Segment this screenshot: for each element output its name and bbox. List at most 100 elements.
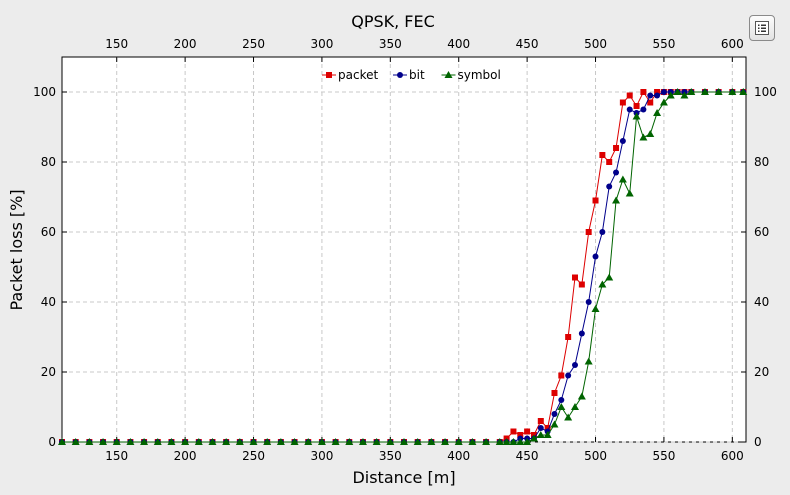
data-point-symbol [304, 438, 313, 445]
data-point-packet [606, 159, 613, 165]
data-point-symbol [550, 420, 559, 428]
data-point-packet [592, 197, 599, 204]
x-tick-label: 550 [652, 449, 675, 463]
data-point-symbol [591, 305, 600, 312]
legend-marker [444, 71, 453, 78]
x-tick-label-top: 300 [310, 37, 333, 51]
y-tick-label: 0 [48, 435, 56, 449]
data-point-bit [606, 183, 613, 190]
chart-menu-button[interactable] [749, 15, 775, 41]
x-tick-label-top: 500 [584, 37, 607, 51]
data-point-symbol [71, 438, 80, 445]
data-point-bit [626, 106, 633, 113]
data-point-symbol [358, 438, 367, 445]
data-point-symbol [646, 130, 655, 137]
data-point-packet [640, 89, 647, 95]
x-tick-label: 450 [516, 449, 539, 463]
legend: packet bit symbol [322, 68, 501, 82]
data-point-symbol [625, 189, 634, 197]
y-tick-label: 60 [41, 225, 56, 239]
data-point-bit [660, 89, 667, 95]
legend-marker [326, 72, 332, 78]
y-tick-label-right: 0 [754, 435, 762, 449]
plot-area [61, 56, 747, 443]
data-point-packet [537, 418, 544, 424]
data-point-symbol [153, 438, 162, 445]
x-tick-label: 200 [174, 449, 197, 463]
data-point-symbol [167, 438, 176, 445]
y-tick-label: 100 [33, 85, 56, 99]
data-point-symbol [495, 438, 504, 445]
list-menu-icon [755, 21, 769, 35]
data-point-symbol [571, 403, 579, 410]
data-point-symbol [584, 357, 593, 365]
y-tick-label-right: 60 [754, 225, 769, 239]
series-group [58, 88, 748, 445]
legend-item-symbol: symbol [441, 68, 501, 82]
data-point-symbol [680, 91, 689, 99]
data-point-bit [613, 169, 620, 176]
data-point-symbol [317, 438, 326, 445]
data-point-packet [551, 390, 558, 396]
data-point-packet [626, 92, 633, 99]
data-point-symbol [639, 133, 648, 141]
data-point-symbol [618, 175, 627, 183]
data-point-bit [585, 299, 592, 305]
y-tick-label-right: 80 [754, 155, 769, 169]
data-point-symbol [543, 431, 552, 438]
x-tick-label: 300 [310, 449, 333, 463]
data-point-symbol [427, 438, 436, 445]
legend-marker [397, 72, 403, 78]
data-point-symbol [249, 438, 258, 445]
data-point-packet [565, 334, 572, 340]
data-point-packet [647, 99, 654, 106]
y-tick-label-right: 40 [754, 295, 769, 309]
data-point-symbol [468, 438, 477, 445]
data-point-bit [599, 229, 606, 235]
x-axis-label: Distance [m] [352, 468, 455, 487]
data-point-symbol [523, 438, 532, 445]
data-point-symbol [454, 438, 463, 445]
data-point-packet [524, 428, 531, 435]
x-tick-label: 250 [242, 449, 265, 463]
data-point-symbol [194, 438, 203, 445]
data-point-symbol [728, 88, 737, 95]
data-point-symbol [112, 438, 121, 445]
data-point-symbol [276, 438, 285, 445]
x-tick-label-top: 350 [379, 37, 402, 51]
data-point-symbol [700, 88, 709, 95]
data-point-symbol [441, 438, 450, 445]
chart-title: QPSK, FEC [351, 12, 435, 31]
data-point-symbol [605, 273, 614, 281]
data-point-symbol [126, 438, 135, 445]
data-point-packet [572, 274, 578, 281]
x-tick-label-top: 200 [174, 37, 197, 51]
x-tick-label: 150 [105, 449, 128, 463]
data-point-symbol [687, 88, 696, 95]
x-tick-label: 350 [379, 449, 402, 463]
data-point-symbol [509, 438, 518, 445]
legend-item-packet: packet [322, 68, 378, 82]
data-point-bit [558, 397, 565, 403]
data-point-symbol [235, 438, 244, 445]
x-tick-label: 600 [721, 449, 744, 463]
data-point-packet [585, 229, 592, 235]
data-point-symbol [263, 438, 272, 445]
data-point-packet [613, 145, 620, 151]
data-point-packet [517, 432, 524, 438]
data-point-packet [633, 103, 640, 109]
data-point-symbol [140, 438, 149, 445]
data-point-symbol [659, 98, 668, 106]
data-point-symbol [557, 403, 566, 410]
data-point-symbol [673, 88, 682, 95]
data-point-packet [619, 99, 626, 106]
data-point-symbol [577, 392, 586, 400]
y-tick-label-right: 20 [754, 365, 769, 379]
x-tick-label-top: 150 [105, 37, 128, 51]
data-point-packet [558, 372, 565, 379]
y-tick-label: 20 [41, 365, 56, 379]
data-point-bit [578, 330, 585, 337]
data-point-bit [592, 253, 599, 260]
data-point-symbol [598, 280, 607, 288]
